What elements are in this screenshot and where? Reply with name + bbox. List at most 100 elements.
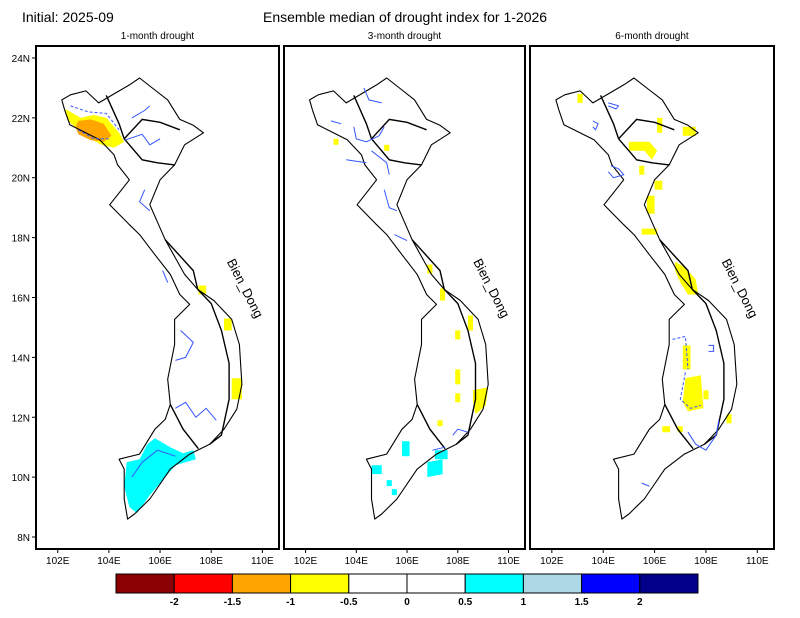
panel-frame xyxy=(283,45,526,550)
colorbar-label: -1 xyxy=(286,597,295,608)
map-content xyxy=(61,77,243,520)
contour-line xyxy=(383,189,398,212)
lon-tick-label: 106E xyxy=(643,556,667,567)
colorbar-label: 1.5 xyxy=(575,597,589,608)
lat-tick-label: 8N xyxy=(17,533,30,544)
shaded-area xyxy=(654,180,663,190)
colorbar: -2 -1.5 -1 -0.5 0 0.5 1 1.5 2 xyxy=(115,573,699,608)
shaded-area xyxy=(427,264,433,274)
colorbar-label: -2 xyxy=(170,597,179,608)
shaded-area xyxy=(440,288,446,301)
region-boundary xyxy=(416,404,446,450)
contour-line xyxy=(452,428,469,436)
colorbar-bin xyxy=(639,573,699,594)
shaded-area xyxy=(371,465,382,475)
colorbar-bin xyxy=(115,573,175,594)
colorbar-bin xyxy=(290,573,350,594)
lon-tick-label: 102E xyxy=(294,556,318,567)
shaded-area xyxy=(402,441,410,457)
colorbar-bin xyxy=(231,573,292,594)
lat-tick-label: 16N xyxy=(12,294,30,305)
panel-title-1month: 1-month drought xyxy=(120,31,195,42)
country-outline xyxy=(555,77,738,520)
colorbar-label: 0.5 xyxy=(458,597,472,608)
region-boundary xyxy=(164,239,199,290)
shaded-area xyxy=(386,480,392,487)
shaded-area xyxy=(628,141,658,160)
panel-title-3month: 3-month drought xyxy=(367,31,442,42)
lon-tick-label: 110E xyxy=(746,556,769,567)
contour-line xyxy=(394,234,408,242)
colorbar-bin xyxy=(173,573,233,594)
shaded-area xyxy=(224,318,232,331)
initial-date-label: Initial: 2025-09 xyxy=(22,9,114,25)
shaded-area xyxy=(646,195,655,214)
region-boundary xyxy=(123,138,175,166)
colorbar-bin xyxy=(406,573,466,594)
colorbar-label: 1 xyxy=(521,597,527,608)
shaded-area xyxy=(231,378,242,400)
colorbar-label: -1.5 xyxy=(224,597,242,608)
lat-tick-label: 14N xyxy=(12,353,30,364)
region-boundary xyxy=(599,95,620,140)
region-boundary xyxy=(123,118,181,140)
shaded-area xyxy=(391,489,397,496)
map-panel-3: Bien_Dong 102E 104E 106E 108E 110E xyxy=(529,45,775,567)
lat-tick-label: 18N xyxy=(12,234,30,245)
region-boundary xyxy=(618,138,670,166)
contour-line xyxy=(138,189,151,212)
shaded-area xyxy=(434,450,448,460)
shaded-area xyxy=(641,228,658,235)
region-boundary xyxy=(370,118,427,140)
region-boundary xyxy=(197,288,230,445)
lon-tick-label: 108E xyxy=(694,556,718,567)
contour-line xyxy=(70,105,120,131)
region-boundary xyxy=(618,118,675,140)
colorbar-label: 0 xyxy=(404,597,410,608)
shaded-area xyxy=(384,144,390,151)
map-content xyxy=(309,77,489,520)
lat-tick-label: 24N xyxy=(12,54,30,65)
map-panel-2: Bien_Dong 102E 104E 106E 108E 110E xyxy=(283,45,526,567)
region-boundary xyxy=(443,288,477,445)
shaded-area xyxy=(682,345,691,370)
contour-line xyxy=(371,150,390,175)
contour-line xyxy=(353,126,385,143)
contour-line xyxy=(175,330,194,361)
lon-tick-label: 104E xyxy=(345,556,369,567)
shaded-area xyxy=(662,426,670,433)
contour-line xyxy=(77,129,109,140)
lon-tick-label: 110E xyxy=(251,556,274,567)
region-boundary xyxy=(411,239,445,290)
lon-tick-label: 108E xyxy=(200,556,224,567)
contour-line xyxy=(679,372,701,409)
shaded-area xyxy=(473,387,489,415)
colorbar-bin xyxy=(464,573,524,594)
contour-line xyxy=(175,401,217,421)
sea-label: Bien_Dong xyxy=(719,256,762,320)
contour-line xyxy=(162,270,169,283)
shaded-area xyxy=(703,390,709,400)
contour-line xyxy=(124,133,161,146)
figure-title: Ensemble median of drought index for 1-2… xyxy=(263,9,548,25)
panel-frame xyxy=(529,45,775,550)
contour-line xyxy=(330,120,342,125)
shaded-area xyxy=(657,117,663,133)
lon-tick-label: 102E xyxy=(46,556,70,567)
region-boundary xyxy=(659,239,693,290)
shaded-area xyxy=(467,315,473,331)
lon-tick-label: 104E xyxy=(97,556,121,567)
region-boundary xyxy=(353,95,373,140)
shaded-area xyxy=(639,165,645,175)
region-boundary xyxy=(169,404,199,450)
lon-tick-label: 108E xyxy=(446,556,470,567)
lat-tick-label: 20N xyxy=(12,174,30,185)
colorbar-bin xyxy=(522,573,583,594)
country-outline xyxy=(61,77,243,520)
lat-tick-label: 10N xyxy=(12,473,30,484)
colorbar-label: 2 xyxy=(637,597,643,608)
contour-line xyxy=(641,482,650,487)
shaded-area xyxy=(455,369,461,385)
sea-label: Bien_Dong xyxy=(470,256,513,320)
